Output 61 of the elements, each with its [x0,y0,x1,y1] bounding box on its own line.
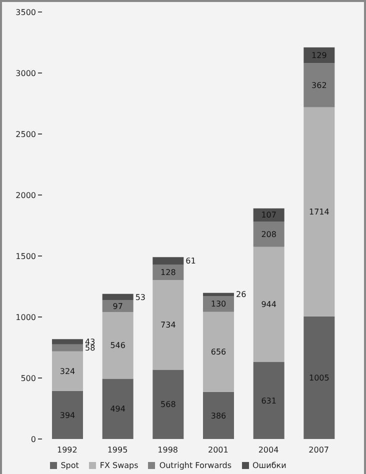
data-label: 362 [312,81,327,90]
bar [304,63,335,108]
data-label: 26 [236,290,246,300]
data-label: 734 [160,320,176,330]
bar [203,392,234,439]
data-label: 656 [210,348,226,357]
bar [253,362,284,439]
legend-label: Outright Forwards [159,461,232,470]
data-label: 58 [85,344,96,353]
data-label: 1005 [308,373,330,382]
y-tick-label: 1000 [16,312,36,322]
bar [152,280,184,370]
bar [253,221,284,247]
x-tick-label: 2004 [258,446,279,455]
x-tick-label: 2007 [308,446,330,455]
data-label: 97 [112,302,123,312]
bar [203,292,234,296]
y-tick-label: 500 [20,374,36,383]
bar [152,257,184,265]
bar [52,344,83,352]
data-label: 944 [261,300,276,310]
y-tick-label: 0 [30,434,36,444]
data-label: 386 [210,411,226,420]
data-label: 324 [60,366,76,376]
x-tick-label: 1995 [107,446,128,455]
y-tick-label: 1500 [16,252,36,261]
x-tick-label: 2001 [208,446,228,455]
bar [102,312,134,379]
data-label: 568 [160,400,176,410]
bar [102,294,134,300]
data-label: 53 [135,292,146,302]
legend-label: FX Swaps [100,461,138,470]
bar [203,312,234,392]
bar [102,378,134,439]
data-label: 208 [261,230,276,239]
data-label: 129 [312,51,327,60]
bar [52,351,83,391]
data-label: 107 [261,210,276,220]
y-tick-label: 2000 [16,190,36,200]
bar [304,316,335,439]
legend-label: Ошибки [252,461,286,470]
x-tick-label: 1998 [158,446,178,455]
data-label: 1714 [308,208,330,217]
bar [253,246,284,362]
data-label: 631 [261,396,276,406]
x-tick-label: 1992 [56,446,78,455]
bar [52,390,83,439]
y-tick-label: 3500 [16,8,36,17]
data-label: 61 [186,256,196,266]
y-tick-label: 2500 [16,130,36,139]
data-label: 494 [110,404,126,414]
bar [203,296,234,312]
bar [304,107,335,316]
bar [152,370,184,439]
legend-label: Spot [60,461,79,470]
data-label: 394 [60,410,76,420]
data-label: 128 [160,268,176,278]
data-label: 130 [210,300,226,309]
data-label: 546 [110,341,126,350]
bar [52,339,83,344]
y-tick-label: 3000 [16,68,36,78]
